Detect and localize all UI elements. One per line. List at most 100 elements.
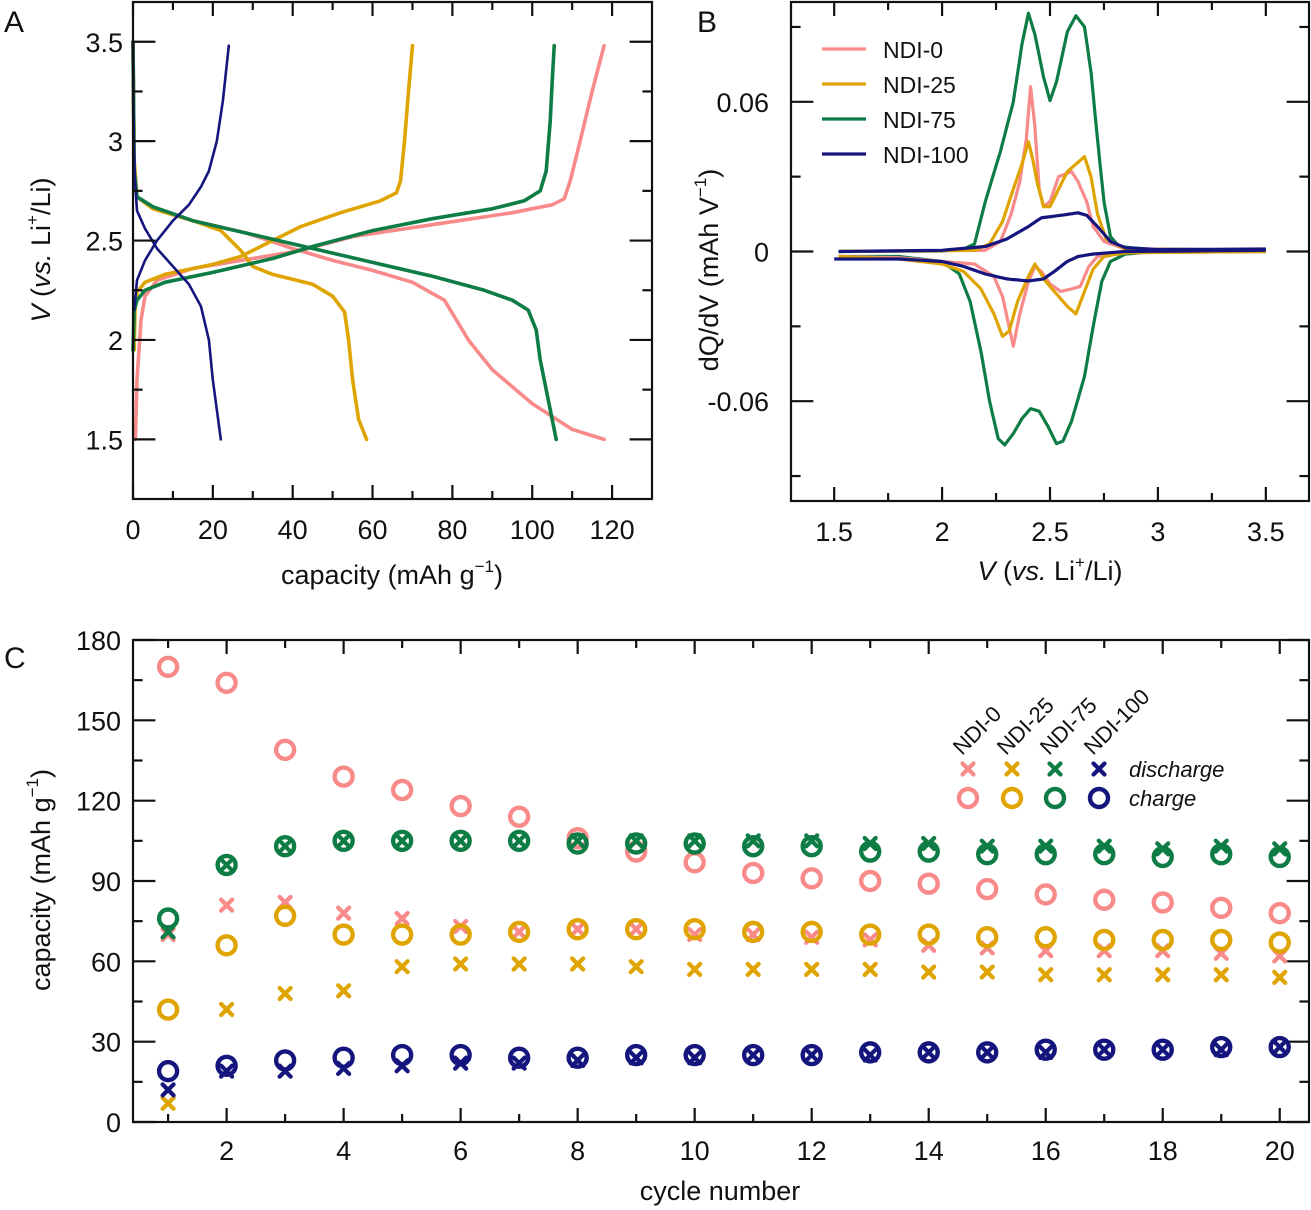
- point-ndi-100-charge: [566, 1046, 589, 1069]
- point-ndi-75-discharge: [277, 838, 293, 854]
- legend-sample-label-ndi-0: NDI-0: [948, 701, 1006, 759]
- point-ndi-25-charge: [390, 923, 414, 946]
- x-tick-label: 120: [590, 515, 635, 545]
- x-tick-label: 10: [680, 1136, 710, 1166]
- point-ndi-100-discharge: [1155, 1042, 1171, 1058]
- point-ndi-75-charge: [507, 829, 531, 853]
- x-marker-shape: [745, 961, 761, 977]
- point-ndi-75-charge: [449, 829, 472, 853]
- point-ndi-0-charge: [507, 805, 531, 828]
- point-ndi-75-charge: [332, 829, 355, 853]
- legend-charge-marker-ndi-0: [956, 786, 980, 810]
- x-marker-shape: [160, 1095, 176, 1111]
- point-ndi-0-discharge: [219, 897, 235, 913]
- point-ndi-25-discharge: [511, 956, 527, 972]
- point-ndi-25-discharge: [628, 959, 644, 975]
- x-marker-shape: [394, 959, 410, 975]
- curve-ndi-25-discharge: [838, 249, 1266, 338]
- point-ndi-75-charge: [566, 832, 589, 855]
- point-ndi-25-charge: [1151, 928, 1174, 952]
- x-marker-shape: [687, 961, 703, 977]
- legend-charge-marker-ndi-100: [1087, 786, 1111, 810]
- x-marker-shape: [511, 833, 527, 849]
- point-ndi-100-charge: [858, 1041, 882, 1064]
- x-tick-label: 16: [1031, 1136, 1061, 1166]
- point-ndi-0-charge: [800, 867, 823, 890]
- point-ndi-25-discharge: [160, 1095, 176, 1111]
- point-ndi-75-charge: [917, 840, 940, 863]
- x-marker-shape: [921, 964, 937, 980]
- panel-a-frame: [131, 0, 654, 501]
- x-tick-label: 60: [358, 515, 388, 545]
- point-ndi-100-discharge: [804, 1047, 820, 1063]
- x-tick-label: 0: [125, 515, 140, 545]
- point-ndi-100-charge: [800, 1043, 823, 1067]
- panel-a-xlabel: capacity (mAh g−1): [281, 557, 503, 590]
- curve-ndi-25-discharge: [132, 43, 415, 352]
- panel-b-ticks: 1.5 2 2.5 3 3.5 -0.06 0 0.06: [707, 2, 1309, 547]
- point-ndi-25-charge: [624, 918, 648, 941]
- x-marker-shape: [1096, 1042, 1112, 1058]
- x-marker-shape: [1213, 967, 1229, 983]
- point-ndi-0-charge: [273, 738, 297, 761]
- legend-item-ndi-25: NDI-25: [822, 72, 956, 98]
- panel-a-xlabel-main: capacity (mAh g: [281, 560, 475, 590]
- x-marker-shape: [1272, 1039, 1288, 1055]
- point-ndi-100-discharge: [1096, 1042, 1112, 1058]
- panel-b-xlabel-vs: vs.: [1012, 556, 1047, 586]
- legend-label: NDI-25: [883, 72, 956, 98]
- y-tick-label: 2.5: [85, 227, 123, 257]
- point-ndi-100-charge: [390, 1043, 414, 1067]
- curve-ndi-75-charge: [838, 11, 1266, 254]
- panel-c-points: [156, 655, 1291, 1111]
- point-ndi-75-discharge: [394, 833, 410, 849]
- x-marker-shape: [1155, 1042, 1171, 1058]
- curve-ndi-75-discharge: [838, 249, 1266, 447]
- panel-c-ylabel-end: ): [26, 769, 56, 778]
- point-ndi-0-discharge: [336, 905, 352, 921]
- legend-item-ndi-100: NDI-100: [822, 142, 969, 168]
- x-marker-shape: [804, 961, 820, 977]
- x-marker-shape: [277, 985, 293, 1002]
- x-marker-shape: [1155, 967, 1171, 983]
- point-ndi-75-charge: [683, 832, 706, 855]
- point-ndi-0-charge: [1034, 883, 1057, 906]
- legend-discharge-marker-ndi-25: [1004, 761, 1020, 777]
- point-ndi-25-charge: [215, 934, 238, 957]
- panel-b-xlabel-li: Li: [1047, 556, 1076, 586]
- point-ndi-100-discharge: [1272, 1039, 1288, 1055]
- x-marker-shape: [628, 921, 644, 937]
- point-ndi-25-discharge: [277, 985, 293, 1002]
- panel-c-ylabel: capacity (mAh g−1): [23, 769, 56, 991]
- point-ndi-75-charge: [858, 840, 882, 863]
- x-marker-shape: [979, 1044, 995, 1060]
- point-ndi-100-charge: [332, 1046, 355, 1069]
- point-ndi-25-discharge: [1038, 967, 1054, 983]
- point-ndi-100-charge: [917, 1041, 940, 1064]
- x-marker-shape: [453, 833, 469, 849]
- point-ndi-100-charge: [507, 1046, 531, 1069]
- point-ndi-25-charge: [156, 998, 180, 1021]
- panel-b-ylabel: dQ/dV (mAh V−1): [691, 169, 724, 371]
- legend-discharge-marker-ndi-0: [960, 761, 976, 777]
- x-marker-shape: [394, 910, 410, 927]
- panel-b-xlabel-open: (: [996, 556, 1013, 586]
- x-marker-shape: [219, 897, 235, 913]
- x-tick-label: 2: [935, 517, 950, 547]
- x-marker-shape: [979, 964, 995, 980]
- y-tick-label: 30: [91, 1028, 121, 1058]
- x-marker-shape: [745, 1047, 761, 1063]
- x-marker-shape: [453, 956, 469, 972]
- x-tick-label: 3.5: [1247, 517, 1285, 547]
- point-ndi-100-charge: [1093, 1038, 1116, 1061]
- panel-b-xlabel-end: /Li): [1085, 556, 1123, 586]
- panel-a-ylabel-open: (: [26, 288, 56, 305]
- point-ndi-0-charge: [1093, 888, 1116, 911]
- point-ndi-100-discharge: [745, 1047, 761, 1063]
- panel-a-ylabel: V (vs. Li+/Li): [23, 177, 56, 322]
- legend-charge-marker-ndi-75: [1043, 786, 1067, 810]
- curve-ndi-100-charge: [131, 40, 223, 441]
- panel-b-ylabel-sup: −1: [691, 178, 710, 197]
- point-ndi-75-charge: [624, 832, 648, 855]
